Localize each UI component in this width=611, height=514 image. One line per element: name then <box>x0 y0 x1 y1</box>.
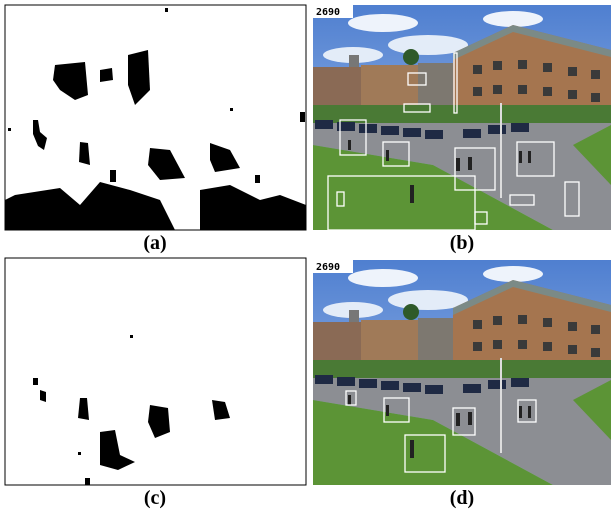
panel-label: (b) <box>450 232 474 254</box>
panel-c <box>5 258 306 485</box>
panel-d: 2690 <box>313 260 611 485</box>
figure: (a) 2690 (b) (c) 2 <box>0 0 611 514</box>
panel-b: 2690 <box>313 5 611 230</box>
panel-a <box>5 5 306 230</box>
panel-label: (d) <box>450 487 474 509</box>
panel-label: (c) <box>144 487 166 509</box>
frame-number: 2690 <box>316 7 340 18</box>
frame-number: 2690 <box>316 262 340 273</box>
panel-label: (a) <box>143 232 166 254</box>
